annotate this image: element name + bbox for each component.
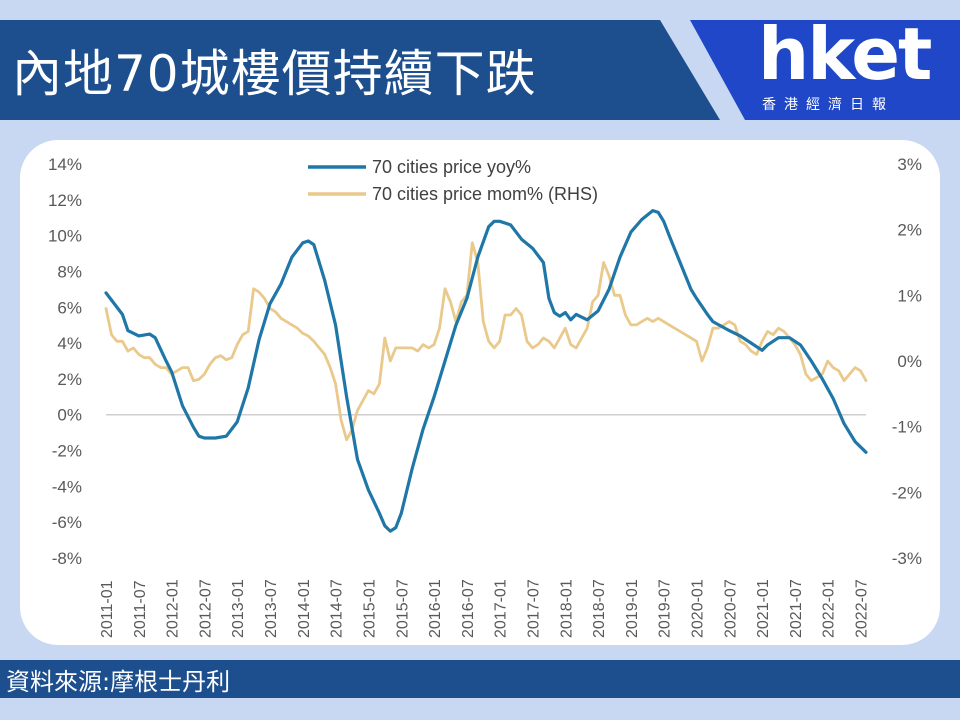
x-tick-label: 2017-07 (525, 579, 542, 638)
logo-subtitle: 香港經濟日報 (762, 97, 894, 113)
y-left-tick-label: -2% (52, 442, 82, 461)
x-tick-label: 2015-01 (361, 579, 378, 638)
x-tick-label: 2018-01 (558, 579, 575, 638)
x-tick-label: 2016-01 (427, 579, 444, 638)
hket-logo: hket 香港經濟日報 (690, 20, 960, 120)
x-tick-label: 2018-07 (591, 579, 608, 638)
y-left-tick-label: 2% (57, 370, 82, 389)
legend-label: 70 cities price mom% (RHS) (372, 184, 598, 204)
y-left-tick-label: 0% (57, 406, 82, 425)
y-left-tick-label: 14% (48, 155, 82, 174)
logo-word: hket (758, 12, 932, 96)
x-tick-label: 2016-07 (460, 579, 477, 638)
series-line-yoy (104, 209, 868, 533)
x-tick-label: 2013-01 (230, 579, 247, 638)
x-tick-label: 2011-07 (132, 580, 149, 638)
y-left-tick-label: -6% (52, 513, 82, 532)
x-tick-label: 2020-01 (690, 579, 707, 638)
y-left-tick-label: -8% (52, 549, 82, 568)
x-tick-label: 2012-01 (165, 579, 182, 638)
y-right-tick-label: 2% (897, 221, 922, 240)
x-tick-label: 2014-07 (329, 579, 346, 638)
x-tick-label: 2019-01 (624, 579, 641, 638)
source-footer: 資料來源:摩根士丹利 (0, 660, 960, 698)
y-right-tick-label: 3% (897, 155, 922, 174)
x-tick-label: 2015-07 (394, 579, 411, 638)
x-tick-label: 2017-01 (493, 579, 510, 638)
y-right-tick-label: 1% (897, 286, 922, 305)
line-chart: 14% 12% 10% 8% 6% 4% 2% 0% -2% -4% -6% -8% 3% 2% 1% 0% -… (48, 155, 922, 638)
x-tick-label: 2022-01 (821, 579, 838, 638)
y-left-tick-label: 4% (57, 334, 82, 353)
chart-card: 14% 12% 10% 8% 6% 4% 2% 0% -2% -4% -6% -8% 3% 2% 1% 0% -… (20, 140, 940, 645)
y-left-tick-label: 6% (57, 298, 82, 317)
y-right-tick-label: 0% (897, 352, 922, 371)
x-tick-label: 2021-01 (755, 579, 772, 638)
x-tick-label: 2019-07 (657, 579, 674, 638)
x-tick-label: 2014-01 (296, 579, 313, 638)
y-left-tick-label: 8% (57, 262, 82, 281)
y-right-tick-label: -3% (892, 549, 922, 568)
legend-label: 70 cities price yoy% (372, 157, 531, 177)
page-title: 內地70城樓價持續下跌 (12, 45, 537, 103)
title-bar: 內地70城樓價持續下跌 (0, 20, 720, 120)
x-tick-label: 2022-07 (854, 579, 871, 638)
series-line-mom (104, 241, 868, 442)
bottom-strip (0, 704, 960, 720)
source-text: 資料來源:摩根士丹利 (6, 668, 231, 696)
y-right-tick-label: -1% (892, 418, 922, 437)
x-tick-label: 2020-07 (722, 579, 739, 638)
x-tick-label: 2013-07 (263, 579, 280, 638)
x-tick-label: 2011-01 (99, 580, 116, 638)
y-left-tick-label: -4% (52, 477, 82, 496)
y-left-tick-label: 12% (48, 191, 82, 210)
header-banner: 內地70城樓價持續下跌 hket 香港經濟日報 (0, 20, 960, 120)
y-right-tick-label: -2% (892, 483, 922, 502)
x-tick-label: 2012-07 (197, 579, 214, 638)
y-left-tick-label: 10% (48, 227, 82, 246)
x-tick-label: 2021-07 (788, 579, 805, 638)
